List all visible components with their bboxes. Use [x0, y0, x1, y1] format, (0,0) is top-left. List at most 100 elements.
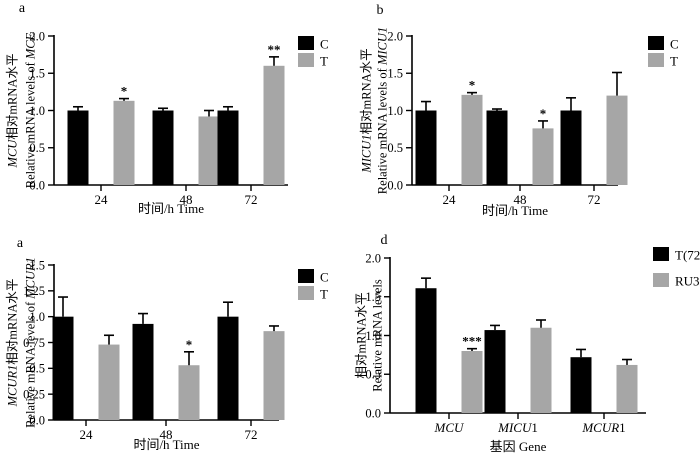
panel-letter: a: [19, 1, 26, 16]
x-tick-label: 48: [180, 192, 193, 207]
legend-label: T(72 h): [675, 248, 700, 263]
y-axis-label-en-part-1: MICU1: [375, 27, 389, 66]
bar-t-72-h-: [484, 330, 506, 413]
bar-c: [67, 110, 89, 185]
significance-marker: *: [469, 78, 476, 93]
legend-label: C: [320, 37, 329, 52]
legend-label: C: [670, 37, 679, 52]
significance-marker: **: [268, 42, 281, 57]
x-axis-title: 基因 Gene: [490, 439, 547, 454]
x-tick-label: MCUR1: [581, 420, 625, 435]
y-axis-label-zh-part-0: 相对mRNA水平: [354, 292, 368, 378]
bar-ru360: [530, 327, 552, 413]
legend-swatch: [298, 286, 314, 300]
y-axis-label-en-part-0: Relative mRNA levels: [370, 279, 384, 392]
significance-marker: *: [540, 106, 547, 121]
y-tick-label: 1.0: [387, 104, 403, 118]
bar-ru360: [461, 351, 483, 413]
bar-t-72-h-: [415, 288, 437, 413]
y-axis-label-zh-part-1: 相对mRNA水平: [359, 48, 373, 134]
x-tick-label: MCU: [434, 420, 466, 435]
x-tick-label: 72: [588, 192, 601, 207]
y-tick-label: 1.5: [387, 67, 403, 81]
y-tick-label: 0.5: [29, 141, 45, 155]
legend-swatch: [648, 36, 664, 50]
panel-letter: a: [17, 236, 24, 251]
legend-swatch: [653, 273, 669, 287]
legend-label: T: [320, 287, 328, 302]
bar-c: [52, 316, 74, 420]
bar-t: [113, 100, 135, 185]
legend-label: T: [320, 54, 328, 69]
legend-label: C: [320, 270, 329, 285]
y-axis-label-zh-part-1: 相对mRNA水平: [5, 279, 19, 365]
legend-label: T: [670, 54, 678, 69]
legend: T(72 h) RU360: [653, 247, 700, 289]
y-axis-label-en: Relative mRNA levels: [370, 279, 384, 392]
y-tick-label: 0.0: [29, 178, 45, 192]
x-tick-label: 24: [443, 192, 457, 207]
y-tick-label: 1.0: [29, 104, 45, 118]
y-axis-label-en-part-0: Relative mRNA levels of: [375, 65, 389, 194]
x-tick-label-suffix: 1: [531, 420, 538, 435]
y-axis-label-en-part-1: MCE: [23, 32, 37, 60]
chart-panel-2: b MICU1相对mRNA水平 Relative mRNA levels of MI…: [359, 3, 678, 218]
significance-marker: ***: [462, 334, 482, 349]
bar-c: [486, 110, 508, 185]
bar-t: [606, 95, 628, 185]
y-tick-label: 0.0: [29, 413, 45, 427]
y-axis-label-zh: MCUR1相对mRNA水平: [5, 279, 19, 408]
x-tick-label: MICU1: [497, 420, 538, 435]
y-tick-label: 0.5: [29, 362, 45, 376]
bar-c: [560, 110, 582, 185]
y-axis-label-zh: MCU相对mRNA水平: [5, 54, 19, 169]
y-tick-label: 1.5: [365, 290, 381, 304]
bar-ru360: [616, 364, 638, 413]
y-axis-label-zh-part-0: MICU1: [359, 134, 373, 173]
bar-t: [178, 365, 200, 420]
bar-c: [217, 110, 239, 185]
bar-t-72-h-: [570, 357, 592, 413]
y-axis-label-en-part-0: Relative mRNA levels of: [23, 299, 37, 428]
y-tick-label: 0.5: [387, 141, 403, 155]
x-axis-title: 时间/h Time: [133, 437, 199, 452]
y-tick-label: 0.75: [23, 336, 45, 350]
y-axis-label-en: Relative mRNA levels of MCUR1: [23, 257, 37, 428]
y-tick-label: 0.0: [365, 406, 381, 420]
legend-swatch: [653, 247, 669, 261]
bar-t: [263, 331, 285, 420]
y-axis-label-zh: 相对mRNA水平: [354, 292, 368, 378]
bar-t: [461, 94, 483, 185]
x-tick-label: 72: [245, 427, 258, 442]
legend-swatch: [298, 53, 314, 67]
y-tick-label: 1.0: [365, 329, 381, 343]
chart-panel-3: a MCUR1相对mRNA水平 Relative mRNA levels of MC…: [5, 236, 328, 452]
y-tick-label: 2.0: [365, 251, 381, 265]
y-tick-label: 0.25: [23, 388, 45, 402]
legend: CT: [648, 36, 679, 69]
significance-marker: *: [186, 337, 193, 352]
y-tick-label: 1.0: [29, 310, 45, 324]
significance-marker: *: [121, 84, 128, 99]
bar-t: [98, 344, 120, 420]
panel-letter: b: [377, 3, 384, 18]
y-tick-label: 1.25: [23, 284, 45, 298]
y-axis-label-zh-part-0: MCU: [5, 139, 19, 169]
y-tick-label: 2.0: [29, 29, 45, 43]
legend: CT: [298, 269, 329, 302]
y-axis-label-zh-part-0: MCUR1: [5, 365, 19, 408]
chart-panel-4: d 相对mRNA水平 Relative mRNA levels 0.0 0.5 1.0 1.…: [354, 233, 700, 454]
bar-c: [132, 323, 154, 420]
legend-swatch: [648, 53, 664, 67]
x-axis-title: 时间/h Time: [138, 201, 204, 216]
x-tick-label-italic: MCU: [434, 420, 466, 435]
y-axis-label-zh-part-1: 相对mRNA水平: [5, 54, 19, 140]
bar-c: [217, 316, 239, 420]
bar-t: [532, 128, 554, 185]
legend-swatch: [298, 269, 314, 283]
x-tick-label: 24: [80, 427, 94, 442]
y-tick-label: 0.5: [365, 368, 381, 382]
bar-c: [152, 110, 174, 185]
x-tick-label-italic: MCUR: [581, 420, 619, 435]
